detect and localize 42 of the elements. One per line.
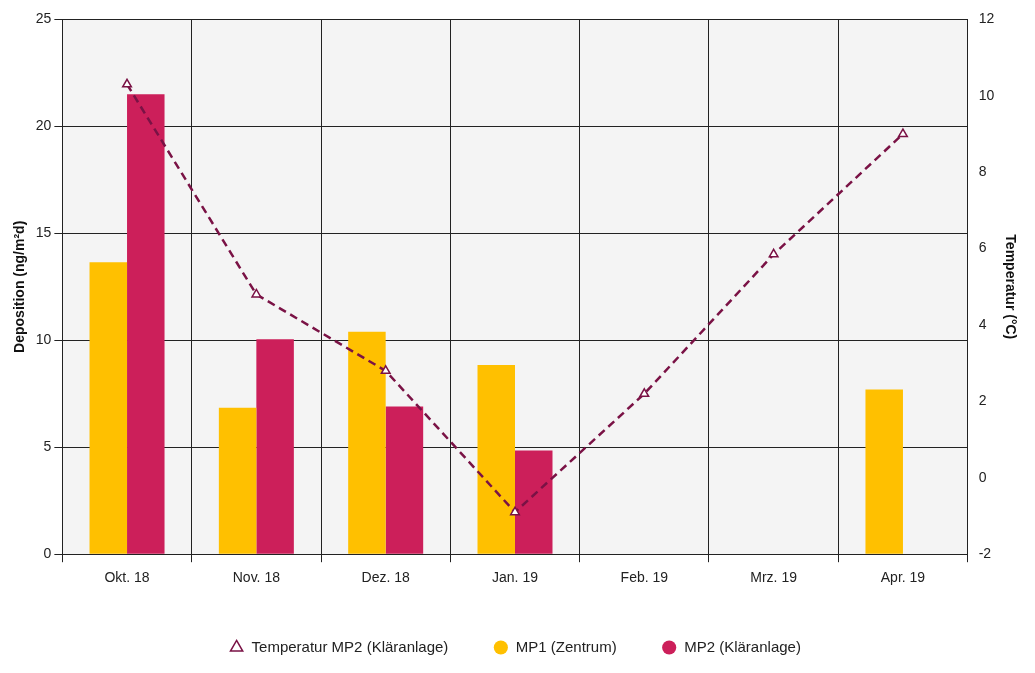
x-tick-label: Feb. 19: [620, 569, 669, 586]
point: [509, 506, 521, 516]
y2-tick-label: 8: [978, 163, 987, 180]
y2-tick-label: 0: [978, 468, 987, 485]
y-tick-label: 25: [35, 10, 52, 27]
bar: [348, 331, 386, 554]
y2-tick-label: 2: [978, 392, 987, 409]
bar: [256, 339, 294, 554]
x-tick-label: Apr. 19: [880, 569, 926, 586]
bar: [89, 262, 128, 554]
legend-label: MP1 (Zentrum): [515, 637, 617, 655]
legend-label: Temperatur MP2 (Kläranlage): [251, 637, 449, 655]
point: [121, 78, 133, 88]
y-axis-title: Deposition (ng/m²d): [11, 220, 28, 353]
point: [897, 128, 909, 138]
y2-tick-label: 6: [978, 239, 987, 256]
bar: [385, 406, 424, 554]
bar: [477, 364, 515, 554]
x-tick-label: Mrz. 19: [750, 569, 798, 586]
y-tick-label: 20: [35, 117, 52, 134]
bar: [127, 94, 165, 554]
y-tick-label: 0: [43, 545, 52, 562]
y-tick-label: 10: [35, 331, 52, 348]
point: [639, 388, 650, 398]
point: [251, 288, 262, 298]
bar: [515, 450, 553, 554]
y2-tick-label: -2: [978, 545, 992, 562]
y2-tick-label: 10: [978, 86, 995, 103]
x-tick-label: Jan. 19: [492, 569, 539, 586]
point: [380, 365, 391, 375]
y2-tick-label: 12: [978, 10, 995, 27]
point: [768, 248, 779, 258]
y-tick-label: 5: [43, 438, 52, 455]
y2-axis-title: Temperatur (°C): [1002, 234, 1019, 340]
y-tick-label: 15: [35, 224, 52, 241]
legend-label: MP2 (Kläranlage): [684, 637, 801, 655]
x-tick-label: Nov. 18: [232, 569, 281, 586]
bar: [865, 389, 903, 554]
bar: [218, 407, 257, 554]
x-tick-label: Dez. 18: [361, 569, 411, 586]
x-tick-label: Okt. 18: [104, 569, 150, 586]
y2-tick-label: 4: [978, 315, 987, 332]
